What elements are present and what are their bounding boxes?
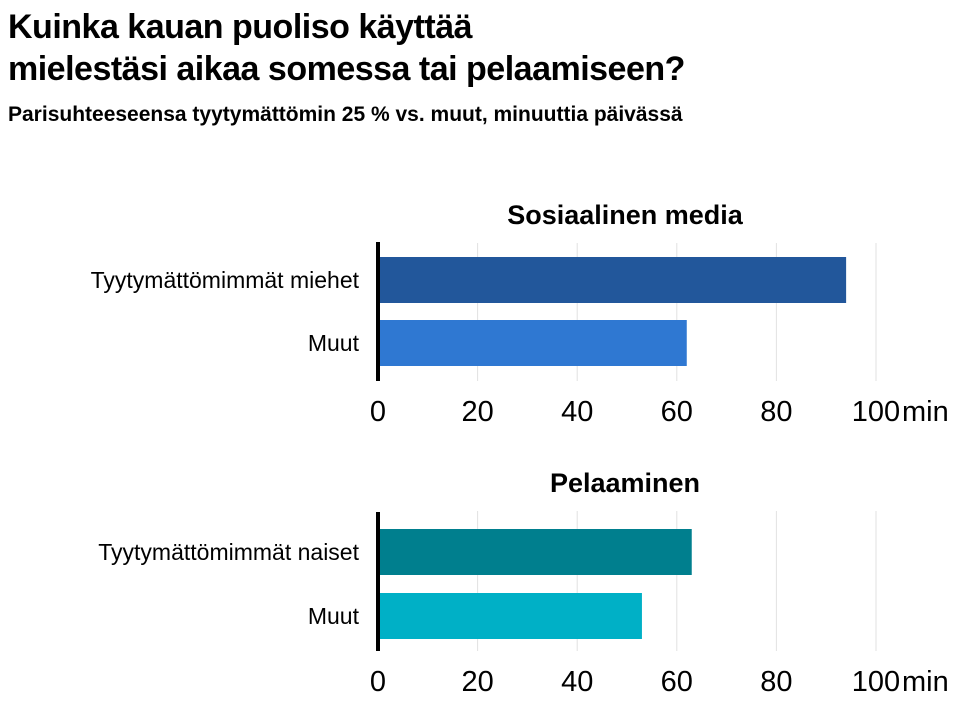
category-label: Tyytymättömimmät naiset [98,539,359,565]
x-tick-label: 80 [760,396,792,428]
panel-title: Sosiaalinen media [507,200,744,230]
chart-title-line-1: Kuinka kauan puoliso käyttää [8,8,473,46]
x-tick-label: 0 [370,666,386,698]
bar [378,529,692,575]
x-tick-label: 60 [661,666,693,698]
chart-title-line-2: mielestäsi aikaa somessa tai pelaamiseen… [8,50,685,88]
x-tick-label: 20 [461,666,493,698]
bar [378,593,642,639]
x-tick-label: 20 [461,396,493,428]
x-tick-label: 40 [561,396,593,428]
x-tick-label: 0 [370,396,386,428]
chart-title: Kuinka kauan puoliso käyttää mielestäsi … [8,6,948,90]
bar [378,257,847,303]
category-label: Tyytymättömimmät miehet [91,267,360,293]
panel-title: Pelaaminen [550,468,700,498]
chart-subtitle: Parisuhteeseensa tyytymättömin 25 % vs. … [8,103,683,126]
x-unit-label: min [902,396,949,428]
x-tick-label: 40 [561,666,593,698]
x-unit-label: min [902,666,949,698]
x-tick-label: 60 [661,396,693,428]
category-label: Muut [308,330,360,356]
bar [378,320,687,366]
chart-panel: Pelaaminen Tyytymättömimmät naiset Muut 0 20… [98,468,948,698]
category-label: Muut [308,603,360,629]
x-tick-label: 100 [852,396,900,428]
x-tick-label: 100 [852,666,900,698]
x-tick-label: 80 [760,666,792,698]
chart-panel: Sosiaalinen media Tyytymättömimmät miehet… [91,200,949,428]
